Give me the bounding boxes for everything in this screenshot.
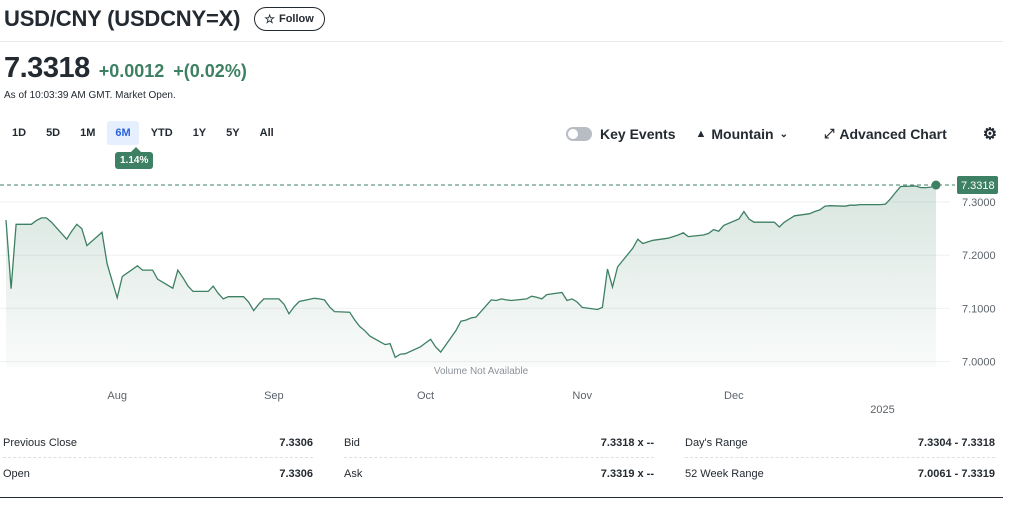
stat-label: Previous Close [3, 437, 77, 449]
key-events-toggle[interactable]: Key Events [566, 126, 675, 142]
quote-timestamp: As of 10:03:39 AM GMT. Market Open. [4, 90, 176, 101]
last-price-box [957, 176, 998, 195]
last-price-dot [931, 180, 941, 190]
header-divider [0, 41, 1003, 42]
follow-button[interactable]: ☆ Follow [254, 7, 325, 31]
range-button-1y[interactable]: 1Y [192, 127, 207, 139]
y-tick-label: 7.1000 [962, 303, 996, 315]
settings-button[interactable]: ⚙ [983, 124, 997, 144]
range-selector: 1D 5D 1M 6M YTD 1Y 5Y All [4, 121, 286, 145]
price-quote: 7.3318 +0.0012 +(0.02%) [4, 52, 247, 85]
price-area [6, 185, 936, 367]
range-button-ytd[interactable]: YTD [150, 127, 173, 139]
gear-icon: ⚙ [982, 126, 998, 143]
x-tick-label: Oct [417, 390, 434, 402]
chart-toolbar: Key Events ▲ Mountain ⌄ ⤢ Advanced Chart… [566, 124, 997, 144]
stat-value: 7.3318 x -- [600, 437, 654, 449]
range-button-1m[interactable]: 1M [80, 127, 96, 139]
range-button-5y[interactable]: 5Y [226, 127, 240, 139]
price-change-percent: +(0.02%) [173, 61, 247, 81]
y-tick-label: 7.2000 [962, 250, 996, 262]
stat-days-range: Day's Range 7.3304 - 7.3318 [685, 428, 995, 458]
stat-label: Bid [344, 437, 360, 449]
stat-value: 7.3306 [279, 437, 313, 449]
x-tick-label: Dec [724, 390, 744, 402]
chart-type-dropdown[interactable]: ▲ Mountain ⌄ [695, 126, 788, 142]
x-tick-label: Nov [572, 390, 592, 402]
price-change: +0.0012 [98, 61, 165, 81]
expand-icon: ⤢ [823, 126, 835, 141]
stat-open: Open 7.3306 [3, 459, 313, 489]
x-tick-label: Aug [107, 390, 127, 402]
star-icon: ☆ [264, 12, 275, 26]
advanced-chart-button[interactable]: ⤢ Advanced Chart [824, 126, 947, 142]
chart-type-label: Mountain [711, 126, 774, 142]
stat-previous-close: Previous Close 7.3306 [3, 428, 313, 458]
stat-value: 7.3319 x -- [600, 468, 654, 480]
range-return-badge: 1.14% [115, 147, 154, 169]
stat-label: Open [3, 468, 30, 480]
stat-label: Day's Range [685, 437, 748, 449]
range-button-1d[interactable]: 1D [12, 127, 27, 139]
stats-bottom-border [0, 497, 1003, 498]
stat-value: 7.0061 - 7.3319 [917, 468, 995, 480]
stat-bid: Bid 7.3318 x -- [344, 428, 654, 458]
stat-value: 7.3306 [279, 468, 313, 480]
x-tick-label: 2025 [870, 404, 894, 416]
quote-header: USD/CNY (USDCNY=X) ☆ Follow [4, 6, 325, 32]
volume-note: Volume Not Available [434, 366, 529, 377]
stat-value: 7.3304 - 7.3318 [917, 437, 995, 449]
x-tick-label: Sep [264, 390, 284, 402]
last-price-label: 7.3318 [961, 180, 995, 192]
key-events-label: Key Events [600, 126, 676, 142]
stat-label: 52 Week Range [685, 468, 764, 480]
range-button-6m[interactable]: 6M [107, 121, 139, 145]
follow-label: Follow [278, 13, 314, 25]
stat-ask: Ask 7.3319 x -- [344, 459, 654, 489]
price-line [5, 184, 937, 359]
mountain-icon: ▲ [695, 128, 707, 140]
y-tick-label: 7.0000 [962, 357, 996, 369]
toggle-switch[interactable] [566, 127, 592, 141]
range-button-5d[interactable]: 5D [46, 127, 61, 139]
advanced-chart-label: Advanced Chart [839, 126, 947, 142]
page-title: USD/CNY (USDCNY=X) [4, 6, 241, 31]
stat-label: Ask [344, 468, 363, 480]
stat-52-week-range: 52 Week Range 7.0061 - 7.3319 [685, 459, 995, 489]
current-price: 7.3318 [4, 52, 90, 84]
price-chart: 7.3000 7.2000 7.1000 7.0000 Aug Sep Oct Nov Dec… [0, 176, 998, 416]
range-button-all[interactable]: All [259, 127, 274, 139]
chevron-down-icon: ⌄ [779, 128, 788, 140]
y-tick-label: 7.3000 [962, 197, 996, 209]
